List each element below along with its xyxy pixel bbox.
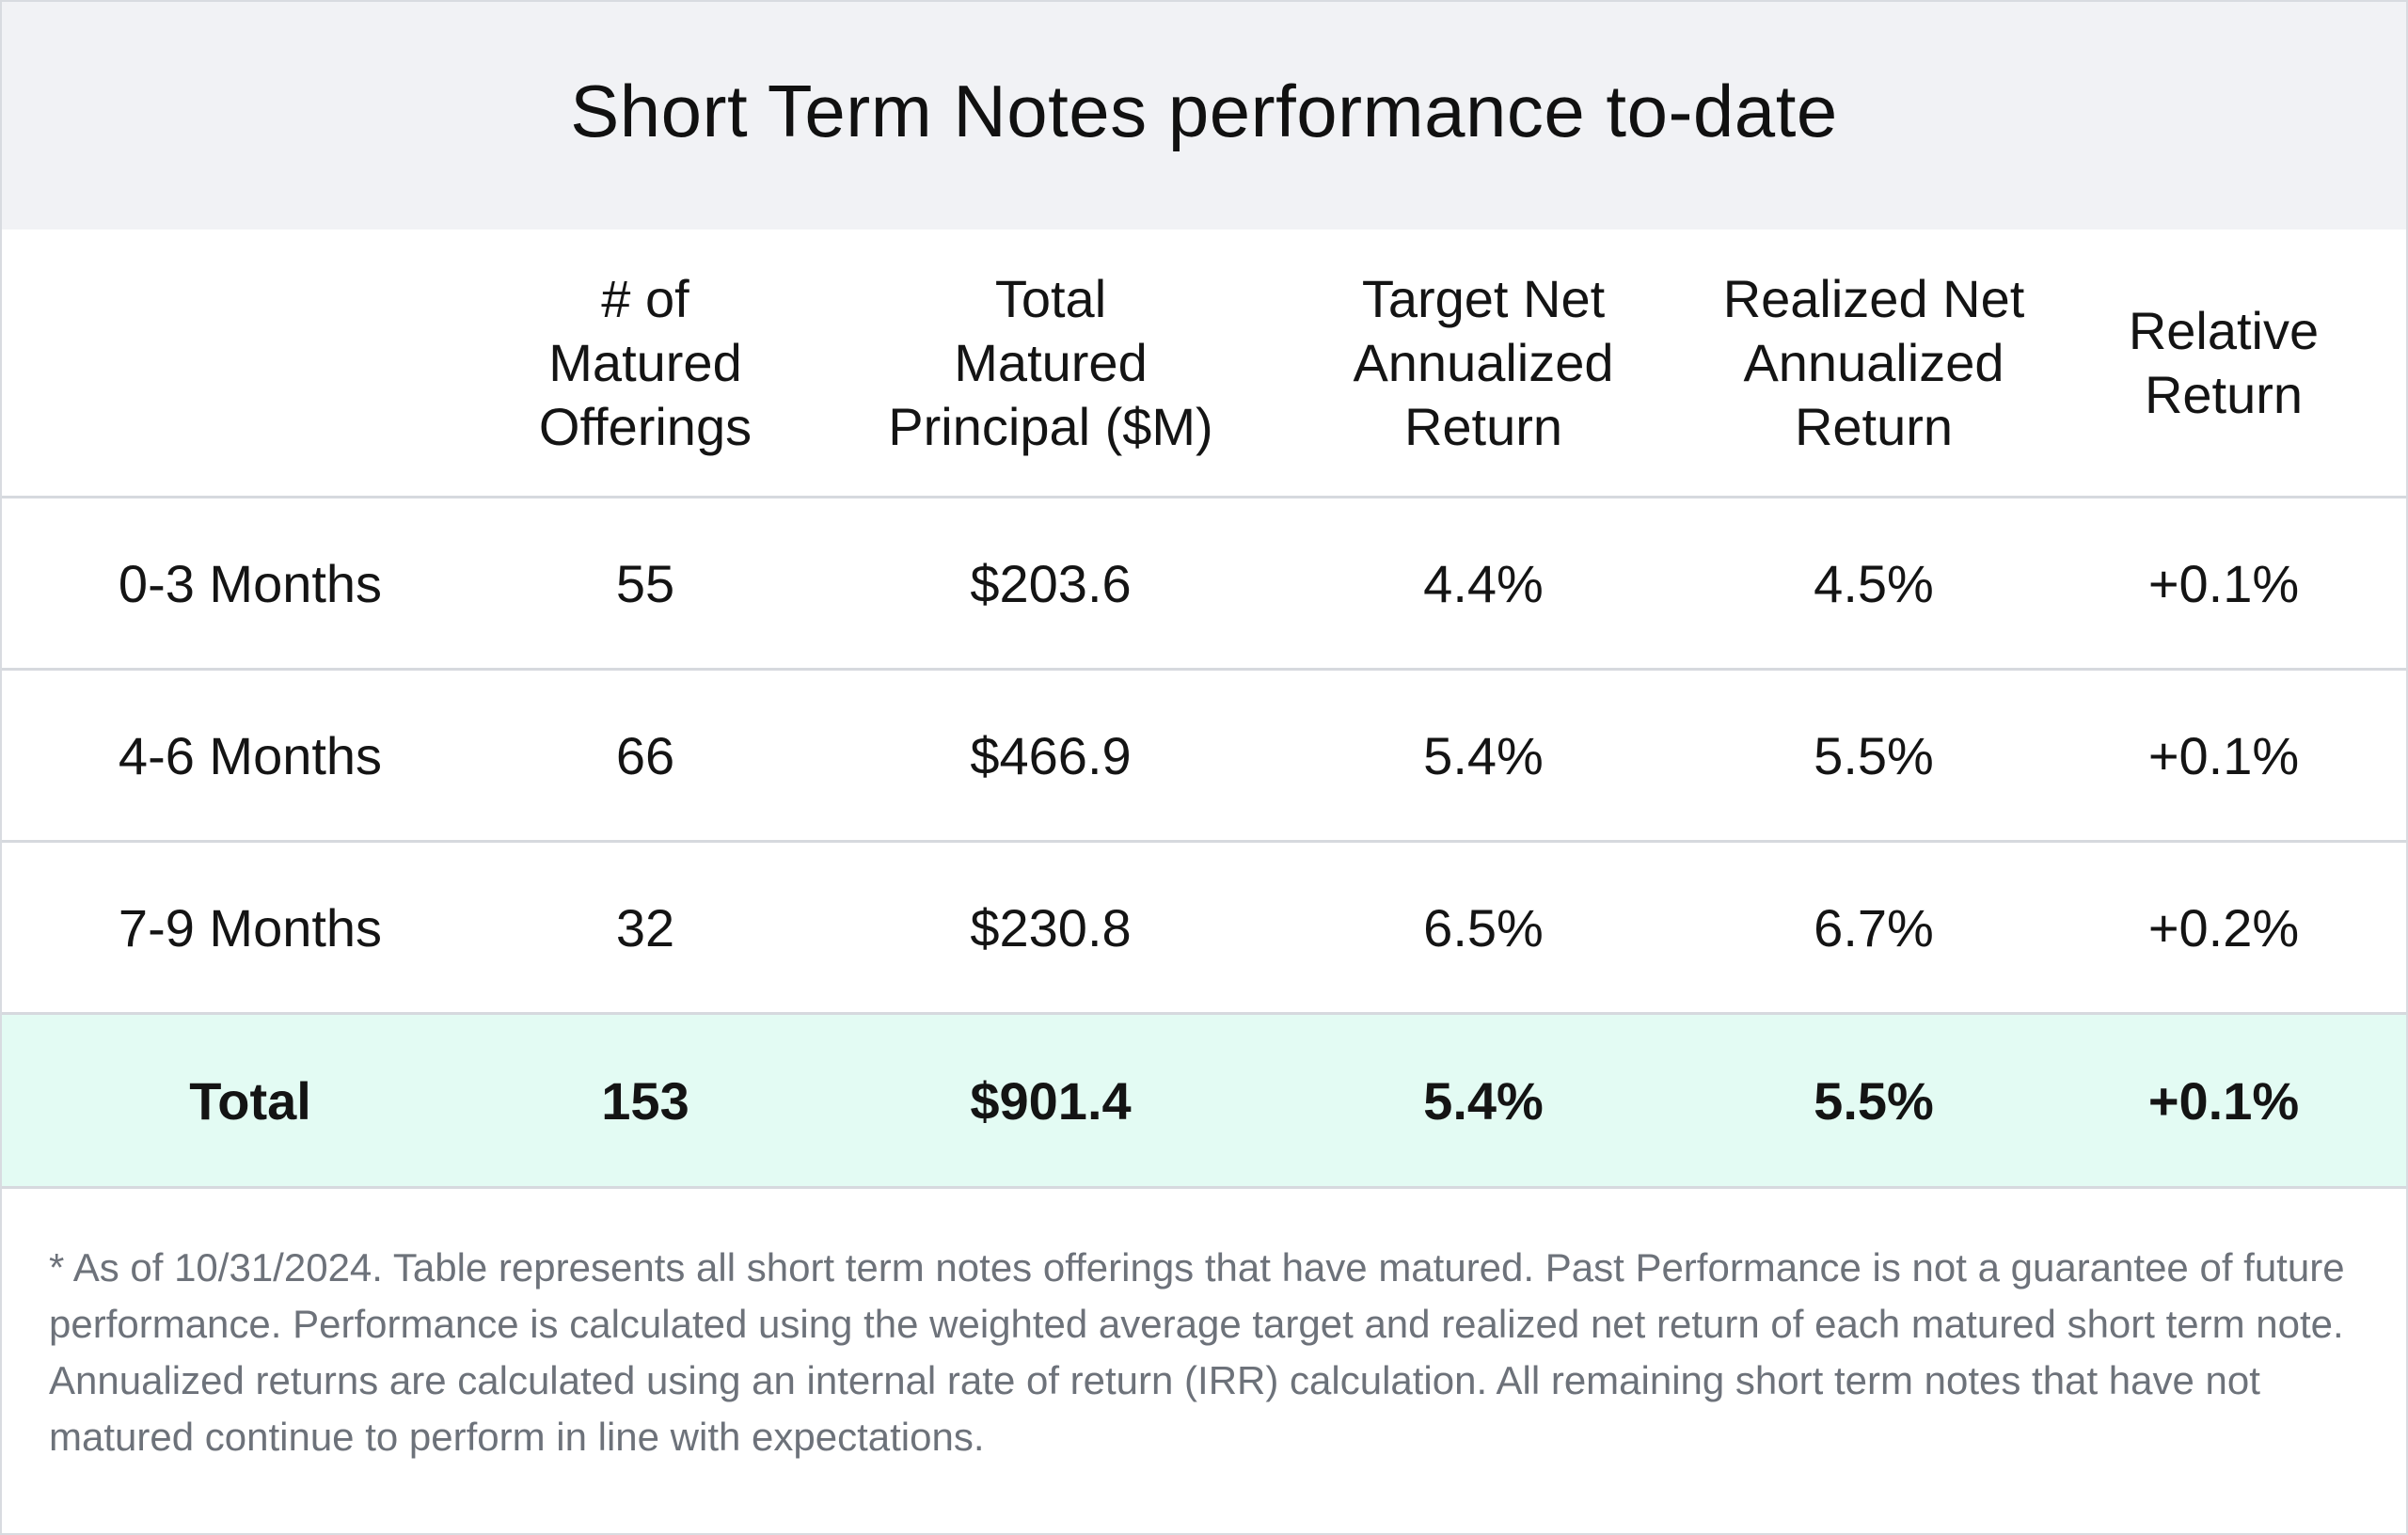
cell-target-net-return: 4.4% — [1423, 553, 1544, 613]
cell-realized-net-return: 5.5% — [1814, 725, 1934, 785]
table-title: Short Term Notes performance to-date — [570, 69, 1838, 152]
footnote: * As of 10/31/2024. Table represents all… — [49, 1245, 2345, 1459]
row-label: 0-3 Months — [118, 553, 383, 613]
header-row: # of Matured Offerings Total Matured Pri… — [2, 229, 2406, 498]
cell-realized-net-return: 4.5% — [1814, 553, 1934, 613]
cell-realized-net-return: 6.7% — [1814, 897, 1934, 957]
cell-total-matured-principal: $230.8 — [970, 897, 1132, 957]
cell-total-matured-principal: $203.6 — [970, 553, 1132, 613]
cell-relative-return: +0.1% — [2147, 725, 2300, 785]
cell-total-matured-principal: $466.9 — [970, 725, 1132, 785]
total-matured-offerings: 153 — [601, 1070, 689, 1131]
cell-matured-offerings: 66 — [615, 725, 675, 785]
total-target-net-return: 5.4% — [1423, 1070, 1544, 1131]
cell-matured-offerings: 55 — [615, 553, 675, 613]
table-row: 7-9 Months 32 $230.8 6.5% 6.7% +0.2% — [2, 843, 2406, 1015]
row-label: 4-6 Months — [118, 725, 383, 785]
header-cell-realized-net-return: Realized Net Annualized Return — [1722, 268, 2025, 456]
header-cell-target-net-return: Target Net Annualized Return — [1353, 268, 1614, 456]
header-cell-relative-return: Relative Return — [2128, 300, 2320, 424]
header-cell-total-matured-principal: Total Matured Principal ($M) — [888, 268, 1213, 456]
title-bar: Short Term Notes performance to-date — [2, 2, 2406, 229]
total-row: Total 153 $901.4 5.4% 5.5% +0.1% — [2, 1015, 2406, 1189]
total-label: Total — [189, 1070, 311, 1131]
row-label: 7-9 Months — [118, 897, 383, 957]
table-row: 4-6 Months 66 $466.9 5.4% 5.5% +0.1% — [2, 671, 2406, 843]
cell-matured-offerings: 32 — [615, 897, 675, 957]
cell-relative-return: +0.2% — [2147, 897, 2300, 957]
header-cell-empty — [2, 229, 499, 496]
header-cell-matured-offerings: # of Matured Offerings — [538, 268, 752, 456]
total-relative-return: +0.1% — [2147, 1070, 2300, 1131]
cell-relative-return: +0.1% — [2147, 553, 2300, 613]
table-row: 0-3 Months 55 $203.6 4.4% 4.5% +0.1% — [2, 498, 2406, 671]
cell-target-net-return: 6.5% — [1423, 897, 1544, 957]
total-realized-net-return: 5.5% — [1814, 1070, 1934, 1131]
cell-target-net-return: 5.4% — [1423, 725, 1544, 785]
total-matured-principal: $901.4 — [970, 1070, 1132, 1131]
